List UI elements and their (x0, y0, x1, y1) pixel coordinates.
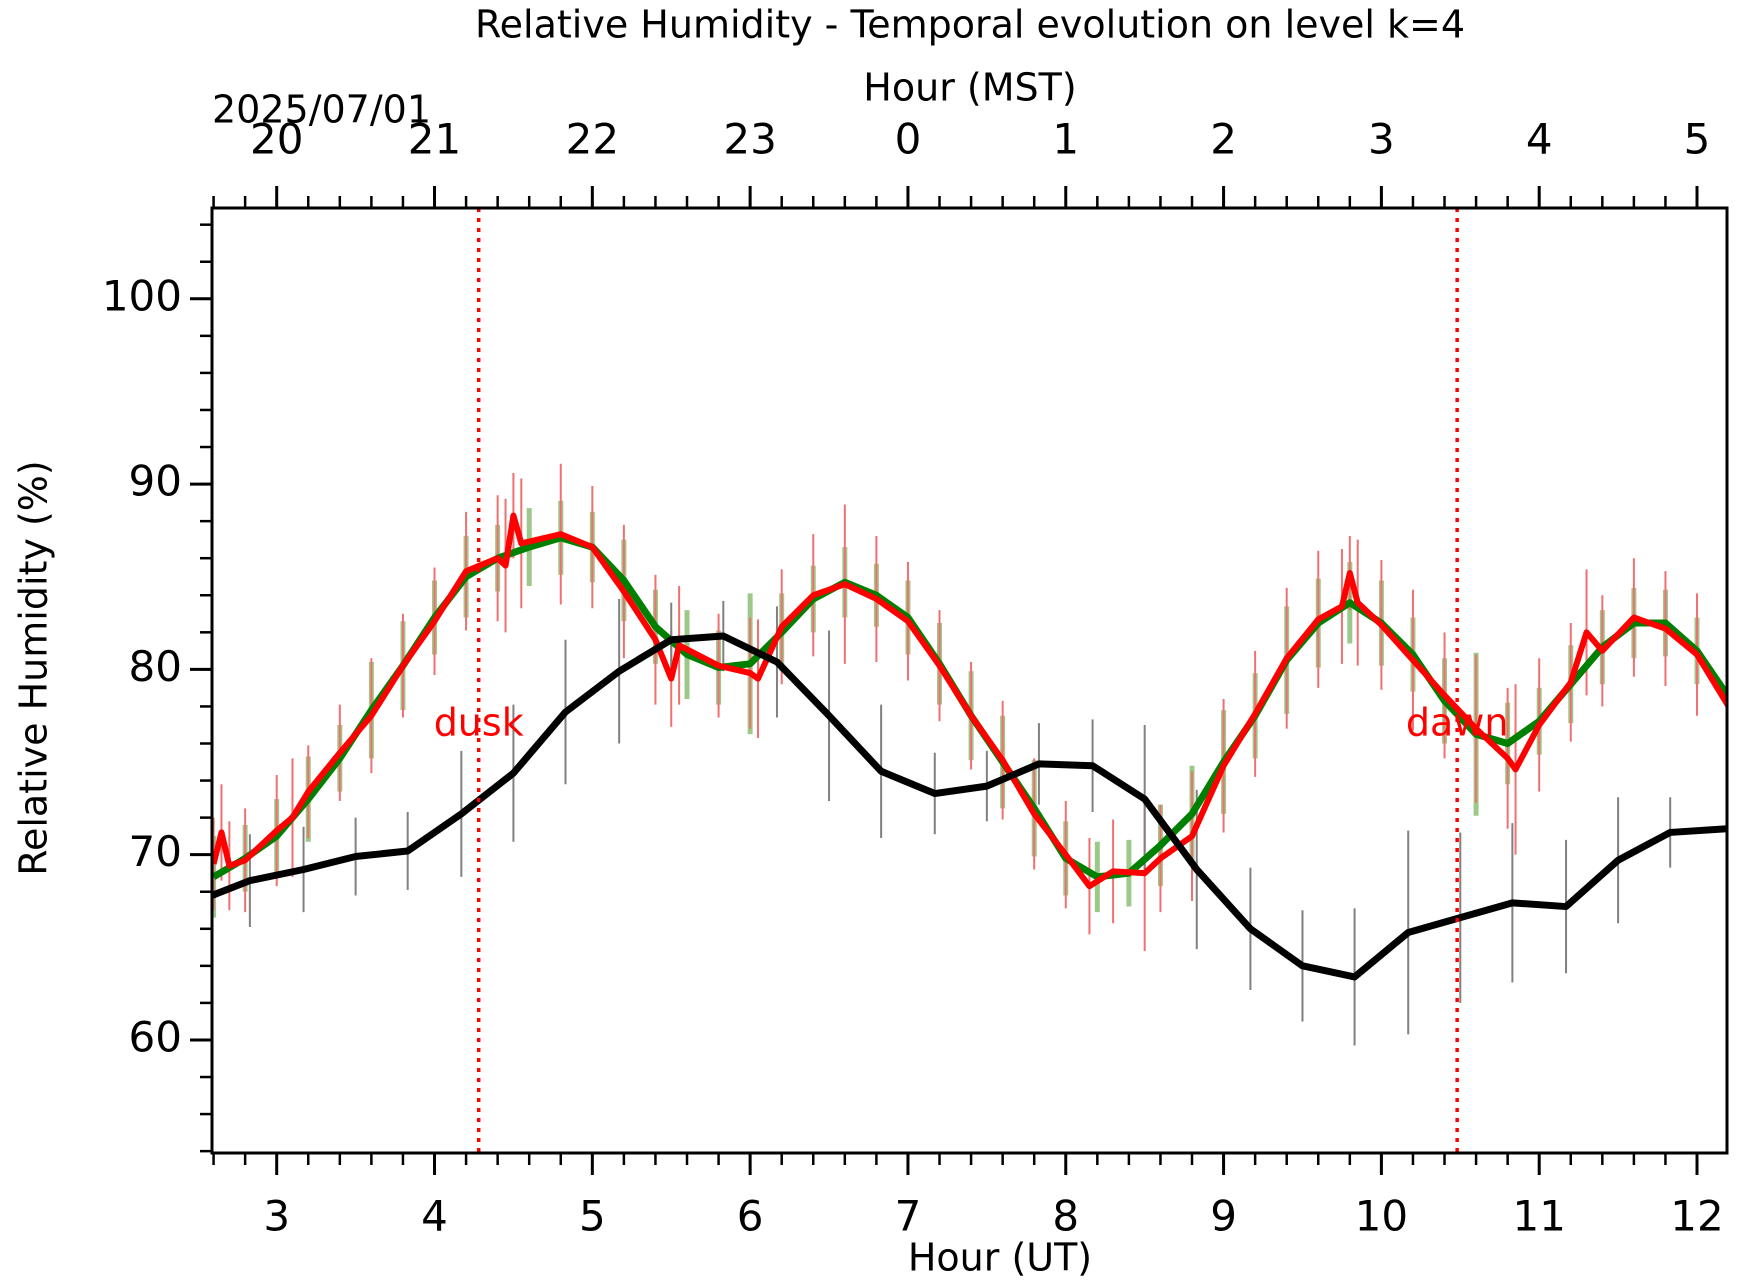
y-axis-label: Relative Humidity (%) (12, 460, 56, 875)
x-tick-label: 9 (1210, 1192, 1237, 1241)
x2-tick-label: 0 (895, 115, 922, 164)
x2-tick-label: 20 (250, 115, 303, 164)
x2-tick-label: 4 (1526, 115, 1553, 164)
x-tick-label: 5 (579, 1192, 606, 1241)
series-line (212, 632, 1727, 981)
x-tick-label: 4 (421, 1192, 448, 1241)
x2-tick-label: 1 (1052, 115, 1079, 164)
x-tick-label: 11 (1512, 1192, 1565, 1241)
x-tick-label: 3 (263, 1192, 290, 1241)
x2-tick-label: 2 (1210, 115, 1237, 164)
x-tick-label: 10 (1355, 1192, 1408, 1241)
x2-tick-label: 5 (1684, 115, 1711, 164)
y-tick-label: 100 (102, 271, 182, 320)
x2-axis-label: Hour (MST) (863, 66, 1076, 110)
x2-tick-label: 22 (566, 115, 619, 164)
x-tick-label: 7 (895, 1192, 922, 1241)
x2-tick-label: 21 (408, 115, 461, 164)
x2-tick-label: 3 (1368, 115, 1395, 164)
x-tick-label: 12 (1670, 1192, 1723, 1241)
y-tick-label: 80 (129, 642, 182, 691)
y-tick-label: 90 (129, 457, 182, 506)
plot-area (212, 463, 1727, 1046)
x2-tick-label: 23 (723, 115, 776, 164)
y-tick-label: 60 (129, 1012, 182, 1061)
x-tick-label: 6 (737, 1192, 764, 1241)
date-label: 2025/07/01 (212, 88, 431, 132)
series-line (212, 512, 1727, 890)
y-tick-label: 70 (129, 827, 182, 876)
event-label: dawn (1406, 700, 1509, 744)
event-label: dusk (434, 700, 524, 744)
x-tick-label: 8 (1052, 1192, 1079, 1241)
plot-frame (210, 206, 1729, 1155)
chart-title: Relative Humidity - Temporal evolution o… (475, 3, 1465, 47)
x-axis-label: Hour (UT) (908, 1236, 1092, 1280)
